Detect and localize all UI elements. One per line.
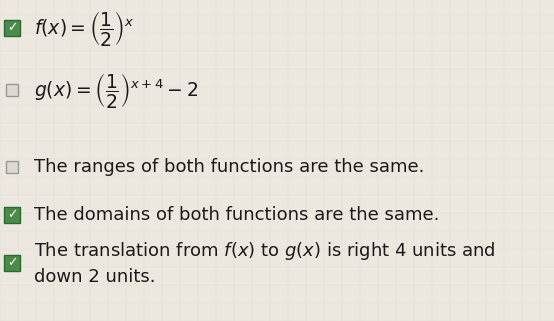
Text: $f(x) = \left(\dfrac{1}{2}\right)^{x}$: $f(x) = \left(\dfrac{1}{2}\right)^{x}$	[34, 8, 135, 48]
Text: The translation from $f(x)$ to $g(x)$ is right 4 units and
down 2 units.: The translation from $f(x)$ to $g(x)$ is…	[34, 239, 496, 287]
Text: ✓: ✓	[7, 22, 17, 34]
Text: ✓: ✓	[7, 209, 17, 221]
Text: $g(x) = \left(\dfrac{1}{2}\right)^{x+4} - 2$: $g(x) = \left(\dfrac{1}{2}\right)^{x+4} …	[34, 71, 198, 109]
FancyBboxPatch shape	[6, 84, 18, 96]
Text: The domains of both functions are the same.: The domains of both functions are the sa…	[34, 206, 439, 224]
FancyBboxPatch shape	[4, 207, 20, 223]
FancyBboxPatch shape	[4, 20, 20, 36]
Text: The ranges of both functions are the same.: The ranges of both functions are the sam…	[34, 158, 424, 176]
FancyBboxPatch shape	[4, 255, 20, 271]
FancyBboxPatch shape	[6, 161, 18, 173]
Text: ✓: ✓	[7, 256, 17, 270]
